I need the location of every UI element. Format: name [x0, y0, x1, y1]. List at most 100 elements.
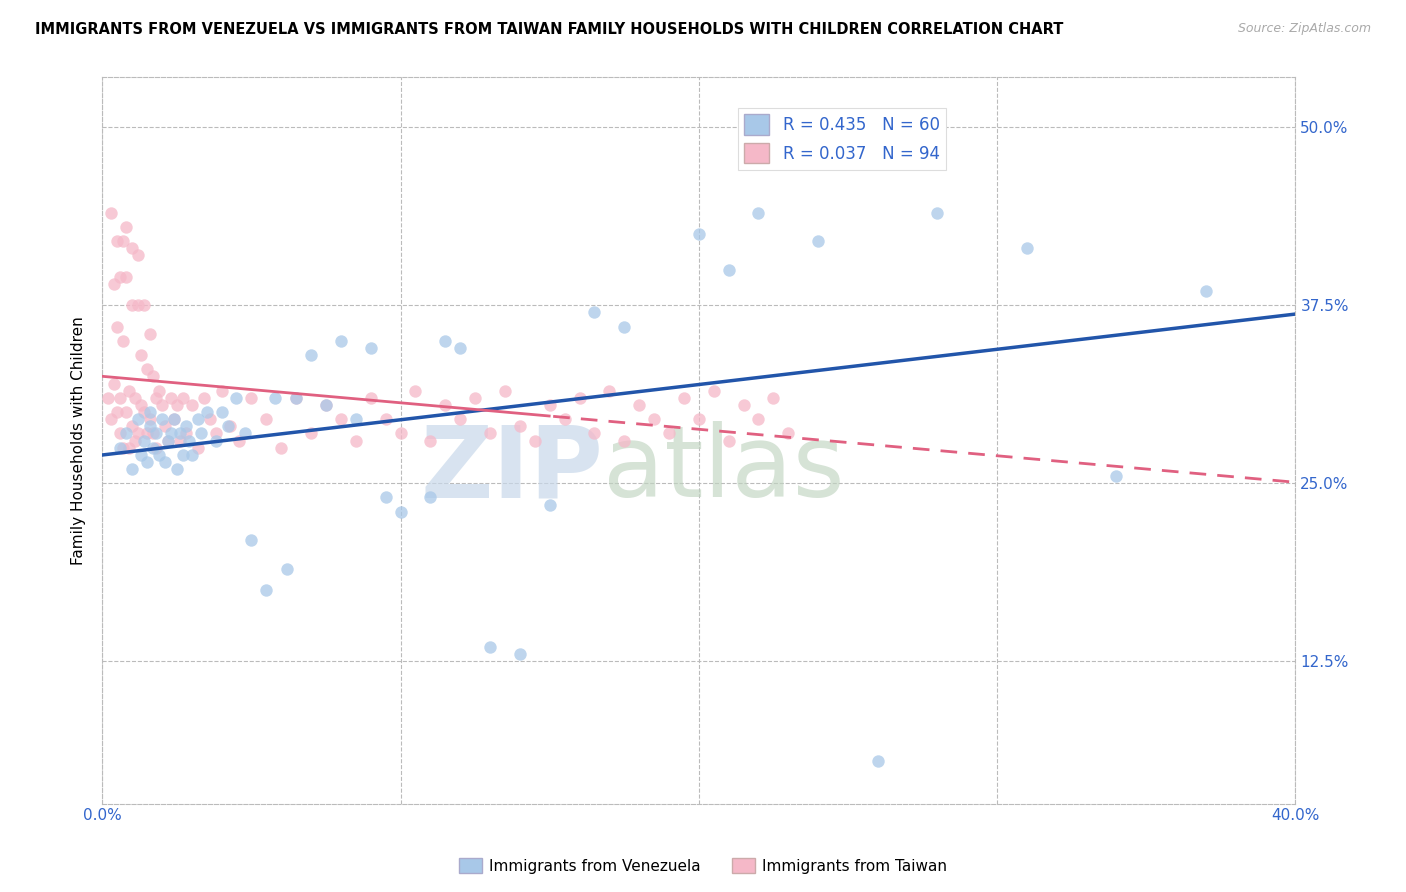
- Point: [299, 348, 322, 362]
- Point: [389, 505, 412, 519]
- Point: [112, 441, 135, 455]
- Point: [374, 491, 396, 505]
- Point: [148, 384, 170, 398]
- Point: [583, 305, 606, 319]
- Point: [1105, 469, 1128, 483]
- Point: [449, 341, 471, 355]
- Point: [449, 412, 471, 426]
- Point: [643, 412, 665, 426]
- Point: [434, 398, 457, 412]
- Point: [762, 391, 785, 405]
- Point: [136, 455, 159, 469]
- Point: [121, 241, 143, 255]
- Point: [204, 434, 226, 448]
- Point: [866, 754, 889, 768]
- Point: [568, 391, 591, 405]
- Point: [118, 384, 141, 398]
- Point: [927, 205, 949, 219]
- Point: [219, 419, 242, 434]
- Text: IMMIGRANTS FROM VENEZUELA VS IMMIGRANTS FROM TAIWAN FAMILY HOUSEHOLDS WITH CHILD: IMMIGRANTS FROM VENEZUELA VS IMMIGRANTS …: [35, 22, 1063, 37]
- Point: [163, 412, 186, 426]
- Point: [132, 405, 155, 419]
- Point: [115, 426, 138, 441]
- Point: [672, 391, 695, 405]
- Point: [121, 462, 143, 476]
- Point: [225, 391, 247, 405]
- Point: [139, 419, 162, 434]
- Point: [108, 426, 131, 441]
- Point: [145, 441, 167, 455]
- Point: [166, 462, 188, 476]
- Point: [169, 434, 191, 448]
- Point: [315, 398, 337, 412]
- Point: [100, 205, 122, 219]
- Point: [136, 362, 159, 376]
- Point: [129, 398, 152, 412]
- Point: [156, 434, 179, 448]
- Point: [583, 426, 606, 441]
- Point: [142, 441, 165, 455]
- Point: [747, 205, 769, 219]
- Point: [187, 412, 209, 426]
- Point: [150, 398, 173, 412]
- Point: [264, 391, 287, 405]
- Point: [509, 419, 531, 434]
- Point: [315, 398, 337, 412]
- Point: [145, 391, 167, 405]
- Point: [97, 391, 120, 405]
- Point: [169, 426, 191, 441]
- Point: [180, 448, 202, 462]
- Point: [198, 412, 221, 426]
- Point: [127, 426, 149, 441]
- Point: [150, 412, 173, 426]
- Point: [159, 426, 181, 441]
- Point: [127, 298, 149, 312]
- Point: [108, 269, 131, 284]
- Point: [172, 448, 194, 462]
- Point: [254, 412, 277, 426]
- Point: [127, 412, 149, 426]
- Point: [717, 262, 740, 277]
- Point: [404, 384, 426, 398]
- Point: [419, 491, 441, 505]
- Point: [115, 219, 138, 234]
- Point: [688, 227, 710, 241]
- Point: [195, 405, 218, 419]
- Text: atlas: atlas: [603, 421, 845, 518]
- Point: [523, 434, 546, 448]
- Point: [174, 419, 197, 434]
- Point: [103, 376, 125, 391]
- Point: [374, 412, 396, 426]
- Point: [538, 398, 561, 412]
- Point: [124, 391, 146, 405]
- Point: [509, 647, 531, 661]
- Point: [211, 405, 233, 419]
- Point: [688, 412, 710, 426]
- Point: [139, 405, 162, 419]
- Point: [145, 426, 167, 441]
- Point: [204, 426, 226, 441]
- Point: [121, 298, 143, 312]
- Point: [329, 334, 352, 348]
- Point: [419, 434, 441, 448]
- Point: [344, 412, 367, 426]
- Point: [148, 448, 170, 462]
- Point: [613, 434, 636, 448]
- Point: [598, 384, 620, 398]
- Point: [733, 398, 755, 412]
- Point: [479, 640, 502, 654]
- Point: [159, 391, 181, 405]
- Point: [100, 412, 122, 426]
- Point: [389, 426, 412, 441]
- Point: [153, 419, 176, 434]
- Point: [132, 434, 155, 448]
- Point: [190, 426, 212, 441]
- Point: [124, 434, 146, 448]
- Point: [479, 426, 502, 441]
- Point: [299, 426, 322, 441]
- Text: ZIP: ZIP: [420, 421, 603, 518]
- Point: [276, 562, 298, 576]
- Point: [434, 334, 457, 348]
- Point: [217, 419, 239, 434]
- Point: [235, 426, 257, 441]
